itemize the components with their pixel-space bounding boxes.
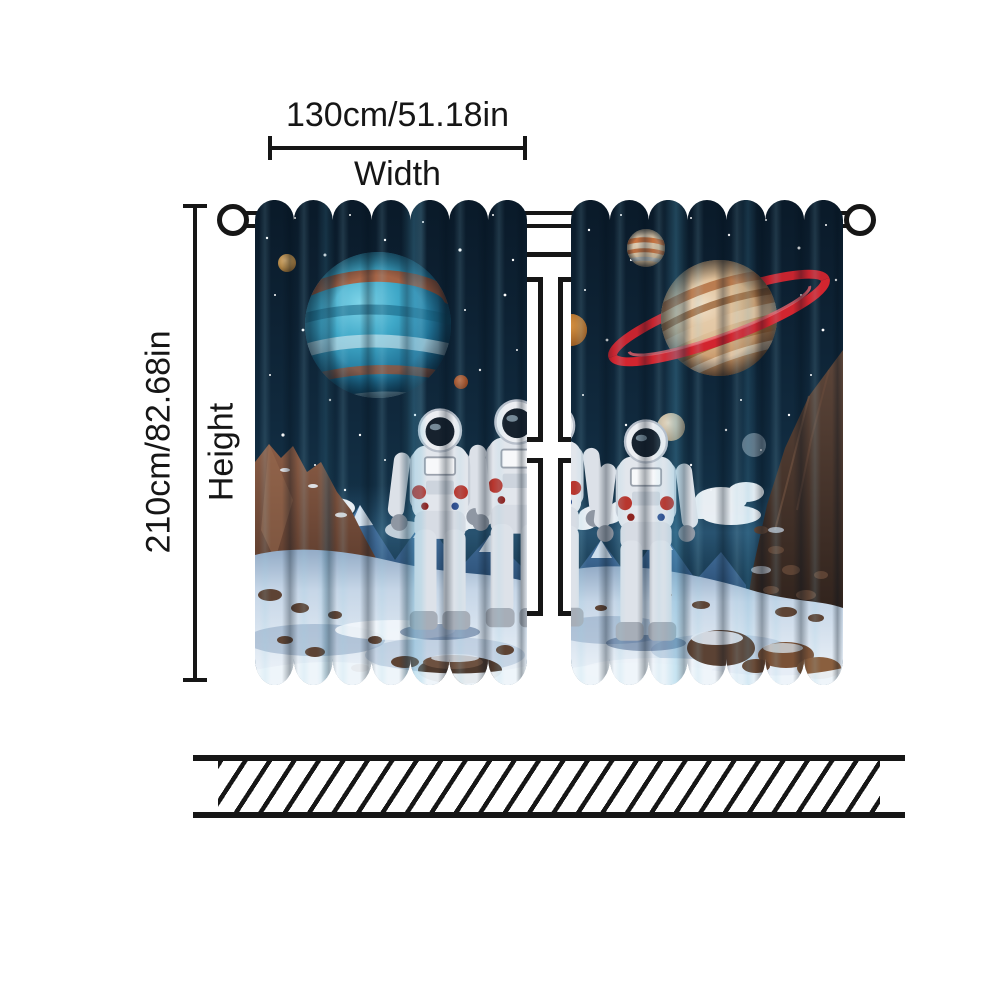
height-caption: Height xyxy=(202,402,241,502)
width-caption: Width xyxy=(354,155,441,193)
height-dimension-line xyxy=(183,204,207,682)
hatched-bar xyxy=(193,755,905,818)
curtain-folds-right xyxy=(575,200,843,685)
hatch-diagonal-lines xyxy=(218,761,880,812)
width-dimension-line xyxy=(268,136,527,160)
curtain-rod-left-stub xyxy=(245,211,259,228)
curtain-panel-left xyxy=(255,200,527,685)
curtain-panel-right xyxy=(571,200,843,685)
curtain-rod-center xyxy=(523,211,578,228)
curtain-print-right xyxy=(571,200,843,685)
height-value-label: 210cm/82.68in xyxy=(139,330,178,554)
curtain-rod-right-stub xyxy=(838,211,848,228)
curtain-print-left xyxy=(255,200,527,685)
width-value-label: 130cm/51.18in xyxy=(285,96,510,134)
finial-left-icon xyxy=(217,204,249,236)
finial-right-icon xyxy=(844,204,876,236)
window-frame-top xyxy=(524,252,578,257)
curtain-folds-left xyxy=(259,200,527,685)
